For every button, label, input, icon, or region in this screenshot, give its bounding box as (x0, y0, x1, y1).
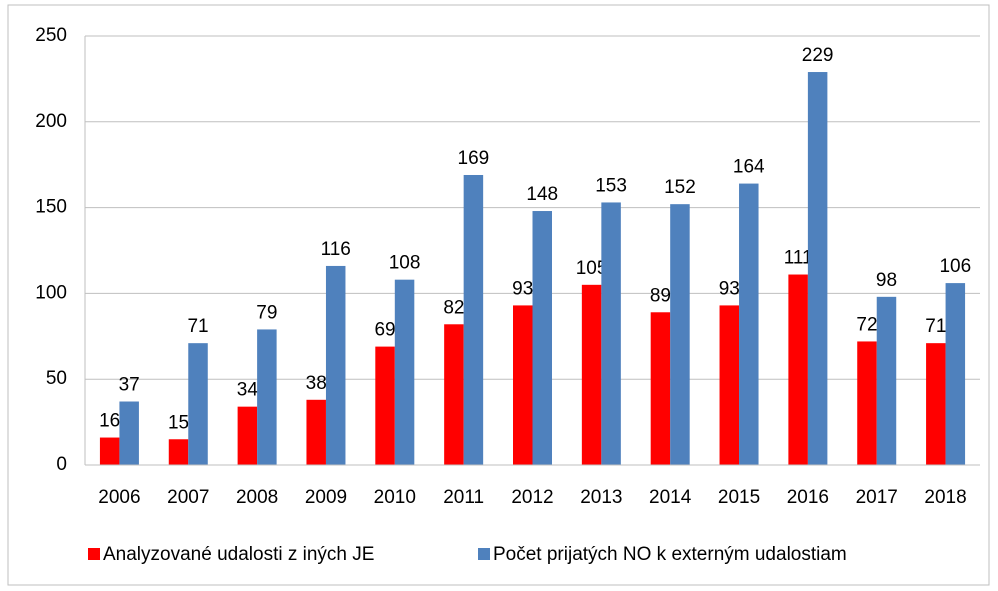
value-label: 229 (802, 45, 834, 66)
value-label: 106 (939, 256, 971, 277)
value-label: 38 (306, 373, 327, 394)
value-label: 37 (119, 375, 140, 396)
legend-label: Analyzované udalosti z iných JE (103, 544, 374, 565)
y-tick-label: 50 (46, 368, 67, 389)
bar (581, 284, 602, 465)
bar (532, 211, 552, 465)
bar (325, 265, 346, 465)
value-label: 93 (719, 278, 740, 299)
bar (601, 202, 621, 465)
x-tick-label: 2013 (580, 487, 622, 508)
bar (926, 343, 946, 465)
bar (168, 439, 189, 465)
value-label: 89 (650, 285, 671, 306)
x-tick-label: 2009 (305, 487, 347, 508)
bar (99, 437, 120, 465)
value-label: 79 (256, 302, 277, 323)
chart-frame (7, 4, 990, 586)
bar (670, 204, 690, 465)
bar (463, 174, 484, 465)
bar (788, 274, 808, 465)
x-tick-label: 2006 (98, 487, 140, 508)
x-tick-label: 2016 (787, 487, 829, 508)
legend-swatch (88, 548, 100, 560)
y-tick-label: 150 (35, 197, 67, 218)
value-label: 82 (443, 297, 464, 318)
x-tick-label: 2011 (443, 487, 484, 508)
bar (739, 183, 759, 466)
y-tick-label: 250 (35, 25, 67, 46)
bar (650, 312, 671, 465)
legend-swatch (478, 548, 490, 560)
value-label: 108 (389, 253, 421, 274)
x-tick-label: 2018 (924, 487, 966, 508)
x-tick-label: 2012 (511, 487, 553, 508)
value-label: 111 (784, 248, 813, 269)
bar (188, 343, 208, 465)
value-label: 34 (237, 380, 259, 401)
y-tick-label: 200 (35, 111, 67, 132)
value-label: 72 (856, 314, 877, 335)
bar (857, 341, 877, 465)
bar (444, 324, 464, 465)
x-tick-label: 2017 (856, 487, 898, 508)
value-label: 153 (595, 175, 627, 196)
x-tick-label: 2008 (236, 487, 278, 508)
bar (513, 305, 533, 465)
value-label: 15 (168, 412, 189, 433)
bar (306, 399, 326, 465)
bar (119, 401, 139, 465)
x-tick-label: 2014 (649, 487, 692, 508)
x-tick-label: 2015 (718, 487, 760, 508)
value-label: 93 (512, 278, 533, 299)
bar (257, 329, 277, 465)
value-label: 169 (458, 148, 490, 169)
bar (945, 283, 966, 465)
x-tick-label: 2007 (167, 487, 209, 508)
value-label: 116 (321, 239, 351, 260)
bar (719, 305, 740, 465)
bar (394, 279, 415, 465)
y-tick-label: 0 (56, 454, 67, 475)
bar (375, 346, 395, 465)
bar (807, 72, 828, 465)
value-label: 105 (576, 258, 608, 279)
legend-label: Počet prijatých NO k externým udalostiam (493, 544, 847, 565)
value-label: 98 (876, 270, 897, 291)
value-label: 16 (99, 411, 120, 432)
x-tick-label: 2010 (374, 487, 416, 508)
value-label: 148 (526, 184, 558, 205)
value-label: 71 (925, 316, 946, 337)
y-tick-label: 100 (35, 282, 67, 303)
value-label: 69 (374, 320, 395, 341)
value-label: 164 (733, 157, 765, 178)
value-label: 152 (664, 177, 696, 198)
bar (237, 406, 258, 465)
bar (876, 296, 897, 465)
value-label: 71 (187, 316, 208, 337)
